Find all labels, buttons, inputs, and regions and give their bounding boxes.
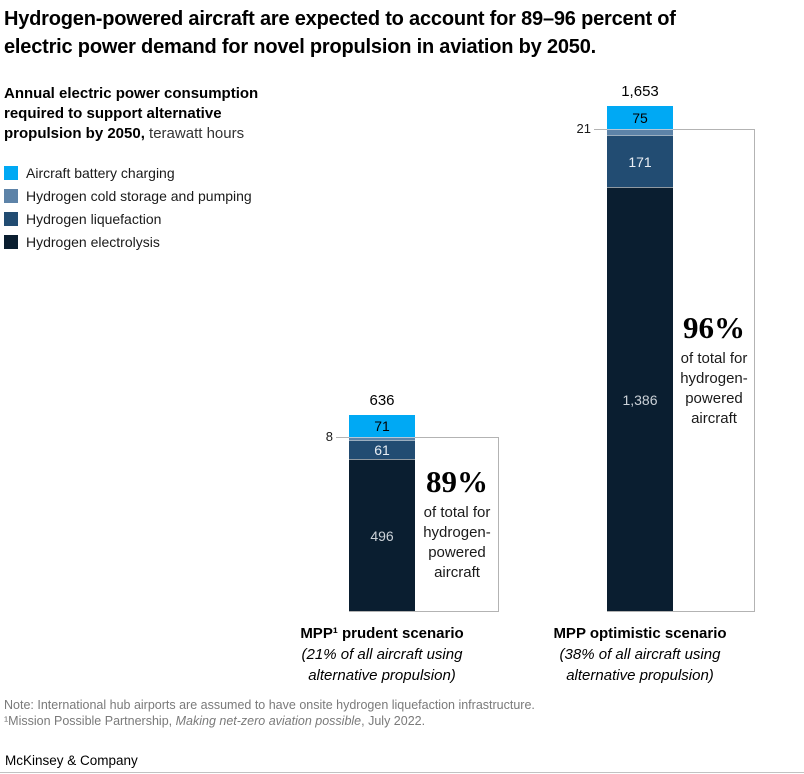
category-label-prudent: MPP¹ prudent scenario (21% of all aircra…	[267, 623, 497, 686]
tick-mark	[336, 437, 349, 438]
footnote-note: Note: International hub airports are ass…	[4, 698, 535, 712]
legend-swatch-icon	[4, 188, 18, 203]
chart-area: 71 61 496 75 171 1,386 636 1,653 8 21 89% of…	[267, 83, 755, 686]
legend-label: Hydrogen cold storage and pumping	[26, 187, 252, 204]
pct-caption: of total for hydrogen- powered aircraft	[680, 350, 748, 427]
bar-segment: 496	[349, 459, 415, 611]
bar-segment: 75	[607, 106, 673, 129]
bottom-divider	[0, 772, 804, 773]
stacked-bar-optimistic: 75 171 1,386	[607, 106, 673, 611]
chart-subtitle-unit: terawatt hours	[144, 125, 245, 142]
segment-value-label: 75	[632, 109, 648, 126]
legend-item-battery-charging: Aircraft battery charging	[4, 161, 252, 184]
footnote: Note: International hub airports are ass…	[4, 698, 535, 729]
category-sublabel: (21% of all aircraft using alternative p…	[301, 646, 463, 684]
chart-subtitle-bold: Annual electric power consumption requir…	[4, 85, 259, 142]
bar-segment	[349, 437, 415, 440]
segment-value-label: 61	[374, 442, 390, 458]
legend-label: Hydrogen electrolysis	[26, 233, 160, 250]
outside-value-label: 8	[325, 429, 333, 444]
legend-label: Aircraft battery charging	[26, 164, 175, 181]
legend-item-cold-storage: Hydrogen cold storage and pumping	[4, 184, 252, 207]
category-label-optimistic: MPP optimistic scenario (38% of all airc…	[525, 623, 755, 686]
stacked-bar-prudent: 71 61 496	[349, 415, 415, 611]
bar-total-label: 1,653	[621, 83, 659, 100]
pct-value: 89%	[426, 464, 488, 499]
legend: Aircraft battery charging Hydrogen cold …	[4, 161, 252, 253]
legend-label: Hydrogen liquefaction	[26, 210, 162, 227]
legend-swatch-icon	[4, 234, 18, 249]
legend-swatch-icon	[4, 165, 18, 180]
segment-value-label: 1,386	[622, 391, 658, 408]
brand-wordmark: McKinsey & Company	[5, 753, 138, 768]
bar-segment: 1,386	[607, 187, 673, 611]
bar-segment: 171	[607, 135, 673, 187]
legend-item-liquefaction: Hydrogen liquefaction	[4, 207, 252, 230]
footnote-source: ¹Mission Possible Partnership, Making ne…	[4, 713, 426, 728]
pct-value: 96%	[683, 310, 745, 345]
legend-item-electrolysis: Hydrogen electrolysis	[4, 230, 252, 253]
legend-swatch-icon	[4, 211, 18, 226]
bar-segment: 71	[349, 415, 415, 437]
category-name: MPP¹ prudent scenario	[300, 625, 464, 642]
bar-segment	[607, 129, 673, 135]
segment-value-label: 71	[374, 418, 390, 434]
category-name: MPP optimistic scenario	[553, 625, 727, 642]
tick-mark	[594, 129, 607, 130]
bar-segment: 61	[349, 440, 415, 459]
pct-annotation-optimistic: 96% of total for hydrogen- powered aircr…	[673, 129, 755, 611]
bar-total-label: 636	[369, 392, 395, 409]
pct-caption: of total for hydrogen- powered aircraft	[423, 504, 491, 581]
page-title: Hydrogen-powered aircraft are expected t…	[4, 8, 676, 58]
category-sublabel: (38% of all aircraft using alternative p…	[559, 646, 721, 684]
pct-annotation-prudent: 89% of total for hydrogen- powered aircr…	[415, 437, 499, 611]
outside-value-label: 21	[576, 121, 591, 136]
segment-value-label: 171	[628, 153, 652, 170]
chart-subtitle: Annual electric power consumption requir…	[4, 84, 324, 144]
segment-value-label: 496	[370, 527, 394, 544]
